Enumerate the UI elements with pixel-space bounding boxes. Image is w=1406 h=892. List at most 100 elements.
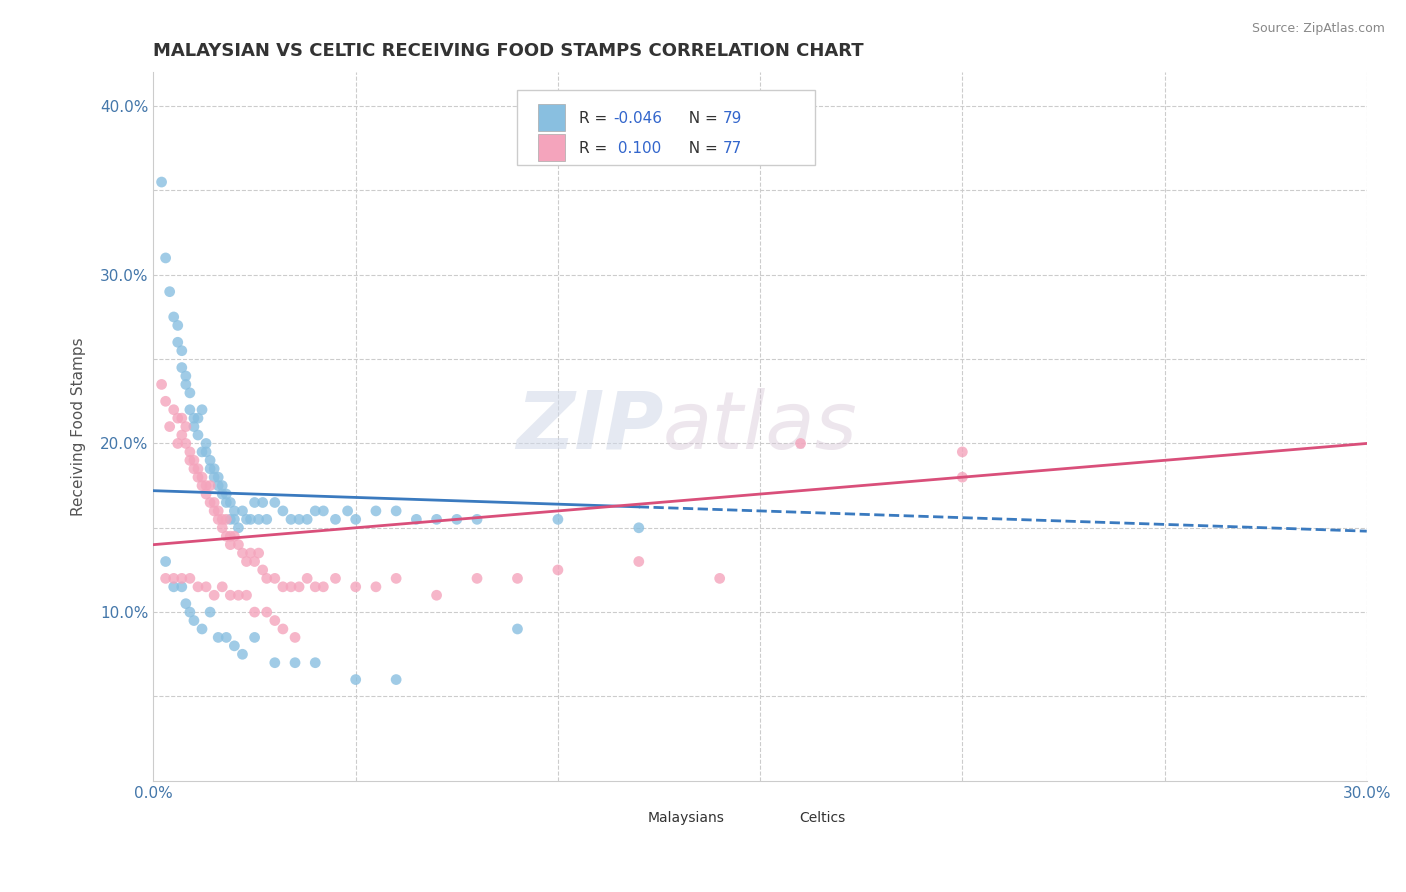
Point xyxy=(336,504,359,518)
Point xyxy=(263,571,285,585)
Point xyxy=(312,504,335,518)
Point xyxy=(304,580,326,594)
Point xyxy=(187,428,209,442)
Point xyxy=(170,411,193,425)
Point xyxy=(228,521,250,535)
Point xyxy=(202,504,225,518)
Point xyxy=(243,495,266,509)
Point xyxy=(243,631,266,645)
Point xyxy=(166,436,188,450)
Point xyxy=(256,571,278,585)
Point xyxy=(191,445,214,459)
Point xyxy=(284,631,307,645)
Point xyxy=(247,546,270,560)
Point xyxy=(465,571,488,585)
Point xyxy=(179,571,201,585)
Point xyxy=(211,478,233,492)
Point xyxy=(627,521,650,535)
Point xyxy=(191,470,214,484)
Point xyxy=(219,529,242,543)
Point xyxy=(166,318,188,333)
Point xyxy=(174,436,197,450)
Point xyxy=(256,512,278,526)
Point xyxy=(344,580,367,594)
Point xyxy=(170,571,193,585)
Point xyxy=(179,453,201,467)
Point xyxy=(364,580,387,594)
Point xyxy=(231,504,253,518)
Point xyxy=(163,402,186,417)
Text: 77: 77 xyxy=(723,141,742,156)
Point xyxy=(304,504,326,518)
Point xyxy=(950,470,973,484)
Point xyxy=(627,555,650,569)
Point xyxy=(198,453,221,467)
Point xyxy=(179,402,201,417)
Point xyxy=(325,512,347,526)
Point xyxy=(187,411,209,425)
Point xyxy=(198,605,221,619)
Point xyxy=(288,512,311,526)
Point xyxy=(239,512,262,526)
Point xyxy=(219,538,242,552)
Point xyxy=(709,571,731,585)
Point xyxy=(239,546,262,560)
FancyBboxPatch shape xyxy=(614,807,641,829)
Point xyxy=(219,512,242,526)
Point xyxy=(263,495,285,509)
Point xyxy=(163,571,186,585)
Point xyxy=(198,478,221,492)
Point xyxy=(170,360,193,375)
Point xyxy=(195,580,218,594)
Point xyxy=(155,394,177,409)
Point xyxy=(228,588,250,602)
Point xyxy=(547,563,569,577)
Point xyxy=(202,588,225,602)
Point xyxy=(195,445,218,459)
Point xyxy=(183,419,205,434)
Point xyxy=(191,402,214,417)
Y-axis label: Receiving Food Stamps: Receiving Food Stamps xyxy=(72,337,86,516)
Point xyxy=(243,555,266,569)
Point xyxy=(195,478,218,492)
Point xyxy=(163,310,186,324)
Point xyxy=(224,529,246,543)
Point xyxy=(150,175,173,189)
Text: 79: 79 xyxy=(723,111,742,126)
Point xyxy=(191,478,214,492)
Point xyxy=(304,656,326,670)
Point xyxy=(191,622,214,636)
Point xyxy=(426,588,449,602)
FancyBboxPatch shape xyxy=(538,104,565,131)
Point xyxy=(789,436,811,450)
Text: MALAYSIAN VS CELTIC RECEIVING FOOD STAMPS CORRELATION CHART: MALAYSIAN VS CELTIC RECEIVING FOOD STAMP… xyxy=(153,42,865,60)
Point xyxy=(207,512,229,526)
Point xyxy=(263,656,285,670)
FancyBboxPatch shape xyxy=(538,134,565,161)
Point xyxy=(364,504,387,518)
Point xyxy=(183,411,205,425)
Point xyxy=(159,419,181,434)
Point xyxy=(179,445,201,459)
Point xyxy=(344,673,367,687)
Point xyxy=(183,462,205,476)
Point xyxy=(252,495,274,509)
Point xyxy=(247,512,270,526)
Point xyxy=(163,580,186,594)
Point xyxy=(166,411,188,425)
Point xyxy=(155,571,177,585)
Point xyxy=(506,622,529,636)
Text: R =: R = xyxy=(579,141,613,156)
Text: Source: ZipAtlas.com: Source: ZipAtlas.com xyxy=(1251,22,1385,36)
Point xyxy=(271,504,294,518)
Point xyxy=(344,512,367,526)
Point xyxy=(211,580,233,594)
Point xyxy=(280,580,302,594)
Point xyxy=(211,487,233,501)
Point xyxy=(183,453,205,467)
Point xyxy=(207,631,229,645)
Point xyxy=(211,512,233,526)
Point xyxy=(215,487,238,501)
Point xyxy=(219,588,242,602)
Point xyxy=(166,335,188,350)
